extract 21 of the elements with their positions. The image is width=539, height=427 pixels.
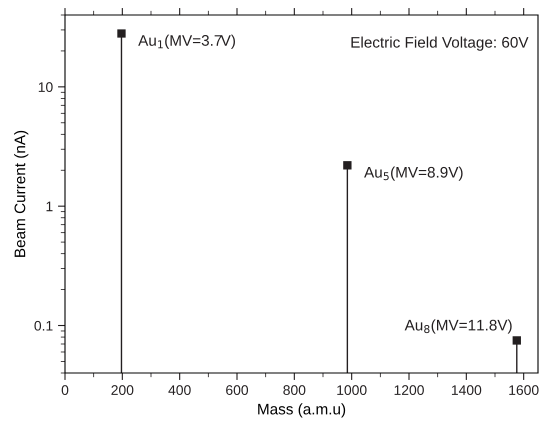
x-axis-title: Mass (a.m.u) <box>258 403 346 418</box>
annotation: Au$_{5}$(MV=8.9V) <box>364 166 463 181</box>
x-tick-label: 600 <box>226 385 248 396</box>
x-tick-label: 1200 <box>394 385 424 396</box>
annotation: Electric Field Voltage: 60V <box>351 36 528 51</box>
y-tick-label: 0.1 <box>34 320 53 331</box>
x-tick-label: 1000 <box>337 385 367 396</box>
y-axis-title: Beam Current (nA) <box>14 130 28 257</box>
point <box>343 161 352 170</box>
point <box>512 336 521 345</box>
x-tick-label: 1400 <box>452 385 482 396</box>
x-tick-label: 0 <box>62 385 68 396</box>
annotation: Au$_{8}$(MV=11.8V) <box>404 319 512 334</box>
annotation: Au$_{1}$(MV=3.7V) <box>138 34 235 49</box>
y-tick-label: 10 <box>38 82 53 92</box>
point <box>117 29 126 38</box>
x-tick-label: 1600 <box>509 385 539 396</box>
y-tick-label: 1 <box>46 202 53 212</box>
x-tick-label: 400 <box>168 385 191 396</box>
x-tick-label: 800 <box>283 385 306 396</box>
x-tick-label: 200 <box>111 385 134 396</box>
